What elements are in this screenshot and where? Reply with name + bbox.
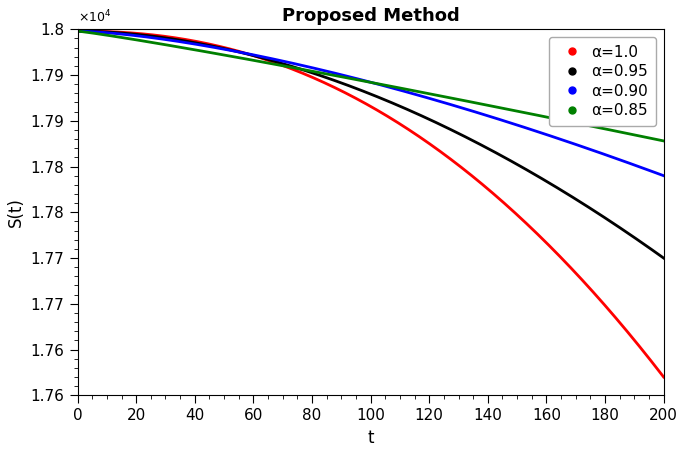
- α=0.90: [660, 173, 668, 178]
- α=0.90: [332, 71, 340, 76]
- α=0.95: [530, 172, 538, 177]
- α=0.90: [541, 131, 549, 137]
- α=1.0: [530, 228, 538, 234]
- α=0.85: [541, 114, 549, 119]
- α=0.95: [134, 32, 142, 37]
- α=0.95: [476, 142, 484, 147]
- α=0.85: [134, 37, 142, 43]
- α=0.85: [530, 112, 538, 117]
- α=0.95: [310, 71, 319, 76]
- α=0.95: [332, 78, 340, 84]
- α=0.85: [310, 69, 319, 74]
- α=1.0: [541, 239, 549, 244]
- α=0.90: [134, 33, 142, 39]
- Title: Proposed Method: Proposed Method: [282, 7, 460, 25]
- α=0.85: [73, 29, 82, 34]
- α=0.90: [73, 29, 82, 34]
- α=0.90: [476, 111, 484, 116]
- α=1.0: [73, 29, 82, 34]
- α=1.0: [310, 75, 319, 81]
- α=0.90: [310, 65, 319, 71]
- α=0.90: [530, 128, 538, 133]
- α=1.0: [476, 180, 484, 185]
- α=1.0: [134, 31, 142, 36]
- X-axis label: t: t: [367, 429, 374, 447]
- α=1.0: [332, 85, 340, 91]
- α=0.95: [73, 29, 82, 34]
- Line: α=0.85: α=0.85: [77, 31, 664, 141]
- α=0.85: [332, 73, 340, 79]
- Y-axis label: S(t): S(t): [7, 197, 25, 227]
- Legend: α=1.0, α=0.95, α=0.90, α=0.85: α=1.0, α=0.95, α=0.90, α=0.85: [549, 37, 656, 126]
- Text: $\times 10^4$: $\times 10^4$: [77, 9, 111, 25]
- α=0.85: [476, 101, 484, 106]
- Line: α=1.0: α=1.0: [77, 31, 664, 377]
- α=0.95: [541, 178, 549, 183]
- Line: α=0.90: α=0.90: [77, 31, 664, 176]
- α=1.0: [660, 374, 668, 380]
- α=0.85: [660, 138, 668, 143]
- α=0.95: [660, 255, 668, 261]
- Line: α=0.95: α=0.95: [77, 31, 664, 258]
